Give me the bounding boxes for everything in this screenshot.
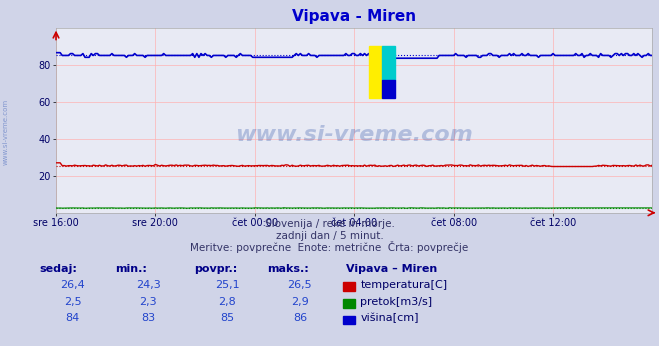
Text: www.si-vreme.com: www.si-vreme.com: [2, 98, 9, 165]
Text: 2,9: 2,9: [291, 297, 308, 307]
Text: 84: 84: [65, 313, 80, 324]
Text: Meritve: povprečne  Enote: metrične  Črta: povprečje: Meritve: povprečne Enote: metrične Črta:…: [190, 241, 469, 253]
Bar: [382, 46, 395, 80]
Text: sedaj:: sedaj:: [40, 264, 77, 274]
Text: pretok[m3/s]: pretok[m3/s]: [360, 297, 432, 307]
Text: Vipava – Miren: Vipava – Miren: [346, 264, 437, 274]
Title: Vipava - Miren: Vipava - Miren: [292, 9, 416, 24]
Text: Slovenija / reke in morje.: Slovenija / reke in morje.: [264, 219, 395, 229]
Text: povpr.:: povpr.:: [194, 264, 238, 274]
Text: 25,1: 25,1: [215, 280, 240, 290]
Text: www.si-vreme.com: www.si-vreme.com: [235, 125, 473, 145]
Text: 26,5: 26,5: [287, 280, 312, 290]
Text: višina[cm]: višina[cm]: [360, 313, 419, 324]
Text: 86: 86: [293, 313, 307, 324]
Text: 83: 83: [141, 313, 156, 324]
Bar: [369, 46, 382, 98]
Text: temperatura[C]: temperatura[C]: [360, 280, 447, 290]
Text: 24,3: 24,3: [136, 280, 161, 290]
Text: 2,5: 2,5: [64, 297, 81, 307]
Text: 2,8: 2,8: [219, 297, 236, 307]
Text: 26,4: 26,4: [60, 280, 85, 290]
Text: min.:: min.:: [115, 264, 147, 274]
Bar: [382, 80, 395, 98]
Text: maks.:: maks.:: [267, 264, 308, 274]
Text: 85: 85: [220, 313, 235, 324]
Text: 2,3: 2,3: [140, 297, 157, 307]
Text: zadnji dan / 5 minut.: zadnji dan / 5 minut.: [275, 231, 384, 241]
